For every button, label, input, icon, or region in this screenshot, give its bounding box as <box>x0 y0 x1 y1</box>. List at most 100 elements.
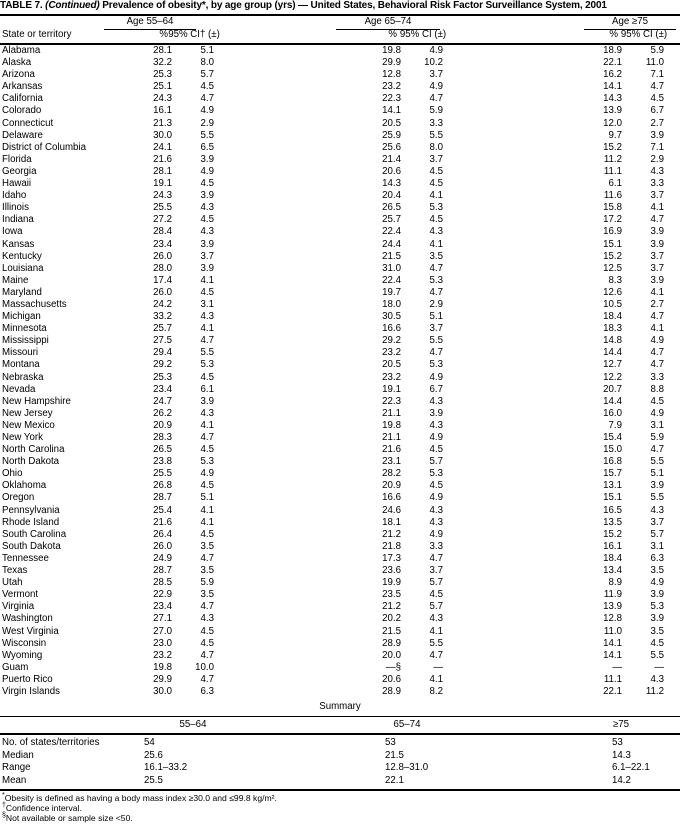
percent-cell: 11.0 <box>603 625 622 637</box>
ci-cell: 4.1 <box>650 323 664 335</box>
ci-cell: 4.7 <box>429 262 443 274</box>
ci-cell: 4.9 <box>429 528 443 540</box>
values-65-74: 21.4 3.7 <box>355 154 445 166</box>
summary-value-65-74: 12.8–31.0 <box>385 762 429 774</box>
percent-cell: 25.7 <box>153 323 172 335</box>
ci-cell: 4.3 <box>650 165 664 177</box>
ci-cell: 3.9 <box>650 613 664 625</box>
summary-value-55-64: 25.6 <box>144 749 163 761</box>
values-55-64: 25.3 5.7 <box>126 69 216 81</box>
percent-cell: 12.8 <box>603 613 622 625</box>
values-75plus: 16.8 5.5 <box>576 456 666 468</box>
summary-value-75plus: 53 <box>612 737 623 748</box>
table-row: Idaho 24.3 3.9 20.4 4.1 11.6 3.7 <box>0 190 680 202</box>
percent-cell: 20.2 <box>382 613 401 625</box>
percent-cell: 13.9 <box>603 601 622 613</box>
percent-cell: 16.0 <box>603 407 622 419</box>
ci-cell: 4.5 <box>429 214 443 226</box>
ci-cell: 8.0 <box>429 141 443 153</box>
state-name-cell: South Dakota <box>2 540 61 552</box>
values-75plus: 12.5 3.7 <box>576 263 666 275</box>
table-row: Nevada 23.4 6.1 19.1 6.7 20.7 8.8 <box>0 384 680 396</box>
state-name-cell: South Carolina <box>2 528 67 540</box>
summary-value-65-74: 53 <box>385 737 396 748</box>
ci-cell: 4.9 <box>429 492 443 504</box>
percent-cell: 26.0 <box>153 286 172 298</box>
state-name-cell: North Carolina <box>2 444 65 456</box>
ci-cell: 5.7 <box>429 601 443 613</box>
values-75plus: 14.4 4.7 <box>576 347 666 359</box>
state-name-cell: Montana <box>2 359 40 371</box>
percent-cell: 15.4 <box>603 432 622 443</box>
ci-cell: 4.9 <box>200 468 214 480</box>
table-row: Maine 17.4 4.1 22.4 5.3 8.3 3.9 <box>0 275 680 287</box>
percent-cell: 25.3 <box>153 371 172 383</box>
ci-cell: 4.3 <box>429 504 443 516</box>
summary-label-cell: Median <box>2 749 34 761</box>
table-row: Tennessee 24.9 4.7 17.3 4.7 18.4 6.3 <box>0 553 680 565</box>
values-75plus: 16.2 7.1 <box>576 69 666 81</box>
values-75plus: 13.9 6.7 <box>576 105 666 117</box>
values-65-74: 21.6 4.5 <box>355 444 445 456</box>
percent-cell: 27.0 <box>153 625 172 637</box>
state-name-cell: Mississippi <box>2 335 49 347</box>
percent-cell: 28.2 <box>382 468 401 480</box>
footnote-marker: § <box>2 812 6 820</box>
values-55-64: 26.0 3.7 <box>126 251 216 263</box>
percent-cell: 15.0 <box>603 444 622 456</box>
percent-header: % <box>159 29 168 40</box>
percent-cell: 15.1 <box>603 238 622 250</box>
values-55-64: 27.2 4.5 <box>126 214 216 226</box>
ci-cell: 10.0 <box>195 661 214 673</box>
table-row: Georgia 28.1 4.9 20.6 4.5 11.1 4.3 <box>0 166 680 178</box>
values-55-64: 23.4 4.7 <box>126 601 216 613</box>
table-row: South Dakota 26.0 3.5 21.8 3.3 16.1 3.1 <box>0 541 680 553</box>
percent-cell: 26.0 <box>153 250 172 262</box>
percent-cell: 21.5 <box>382 625 401 637</box>
values-75plus: — — <box>576 662 666 674</box>
ci-cell: 4.7 <box>650 347 664 359</box>
values-55-64: 28.7 3.5 <box>126 565 216 577</box>
ci-cell: 3.9 <box>200 238 214 250</box>
ci-cell: 4.9 <box>429 432 443 443</box>
ci-cell: 2.9 <box>429 298 443 310</box>
values-55-64: 23.0 4.5 <box>126 638 216 650</box>
table-row: Virgin Islands 30.0 6.3 28.9 8.2 22.1 11… <box>0 686 680 698</box>
values-75plus: 11.1 4.3 <box>576 674 666 686</box>
percent-cell: 15.7 <box>603 468 622 480</box>
percent-cell: 19.7 <box>382 286 401 298</box>
values-65-74: 31.0 4.7 <box>355 263 445 275</box>
values-65-74: 22.4 5.3 <box>355 275 445 287</box>
values-75plus: 14.1 4.5 <box>576 638 666 650</box>
values-65-74: 20.2 4.3 <box>355 613 445 625</box>
ci-cell: 4.9 <box>650 407 664 419</box>
state-name-cell: Delaware <box>2 129 43 141</box>
values-55-64: 26.0 4.5 <box>126 287 216 299</box>
percent-cell: —§ <box>385 661 401 673</box>
percent-cell: 14.1 <box>603 81 622 93</box>
ci-cell: 3.3 <box>650 371 664 383</box>
table-row: Texas 28.7 3.5 23.6 3.7 13.4 3.5 <box>0 565 680 577</box>
values-65-74: 20.6 4.5 <box>355 166 445 178</box>
values-75plus: 16.0 4.9 <box>576 408 666 420</box>
state-name-cell: Hawaii <box>2 178 32 190</box>
percent-cell: 16.5 <box>603 504 622 516</box>
values-55-64: 29.4 5.5 <box>126 347 216 359</box>
percent-cell: 18.3 <box>603 323 622 335</box>
table-row: Wyoming 23.2 4.7 20.0 4.7 14.1 5.5 <box>0 650 680 662</box>
values-75plus: 15.2 7.1 <box>576 142 666 154</box>
ci-cell: 8.8 <box>650 383 664 395</box>
values-75plus: 20.7 8.8 <box>576 384 666 396</box>
divider <box>0 789 680 791</box>
values-75plus: 12.6 4.1 <box>576 287 666 299</box>
percent-cell: 19.8 <box>153 661 172 673</box>
percent-cell: 6.1 <box>608 178 622 190</box>
values-65-74: 20.9 4.5 <box>355 480 445 492</box>
table-row: Pennsylvania 25.4 4.1 24.6 4.3 16.5 4.3 <box>0 505 680 517</box>
percent-cell: 14.4 <box>603 347 622 359</box>
percent-cell: 25.6 <box>382 141 401 153</box>
ci-cell: 3.3 <box>429 117 443 129</box>
table-row: Oklahoma 26.8 4.5 20.9 4.5 13.1 3.9 <box>0 480 680 492</box>
state-name-cell: Arizona <box>2 69 35 81</box>
percent-cell: 29.9 <box>153 673 172 685</box>
